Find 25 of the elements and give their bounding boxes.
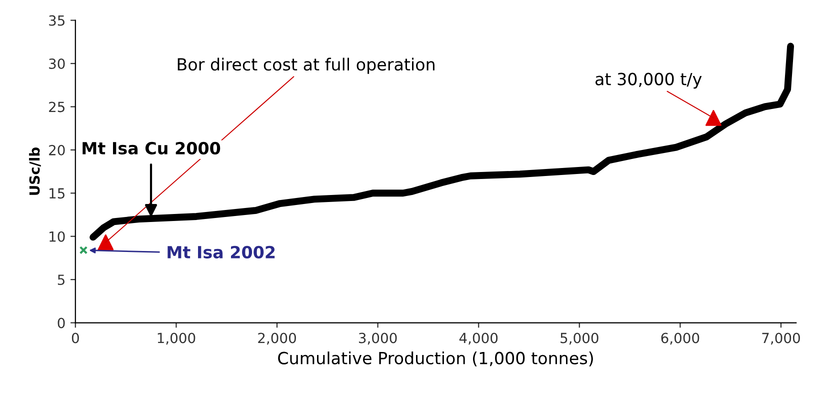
annotation: at 30,000 t/y bbox=[596, 72, 702, 89]
x-tick-label: 1,000 bbox=[158, 332, 196, 345]
annotation: Bor direct cost at full operation bbox=[178, 58, 434, 74]
annotation: Mt Isa 2002 bbox=[168, 246, 275, 258]
y-tick-label: 0 bbox=[58, 318, 65, 328]
x-tick-label: 7,000 bbox=[762, 332, 800, 345]
x-tick-label: 5,000 bbox=[560, 332, 598, 345]
point bbox=[705, 110, 722, 126]
y-tick-label: 10 bbox=[50, 231, 65, 242]
y-tick-label: 25 bbox=[49, 102, 64, 112]
y-tick-label: 35 bbox=[49, 15, 64, 26]
y-tick-label: 5 bbox=[58, 274, 64, 286]
y-axis-title: USc/lb bbox=[29, 148, 41, 195]
x-tick-label: 0 bbox=[72, 332, 79, 344]
y-tick-label: 15 bbox=[50, 188, 64, 199]
x-tick-label: 6,000 bbox=[661, 332, 700, 345]
point bbox=[98, 234, 114, 250]
point bbox=[79, 246, 88, 254]
x-tick-label: 4,000 bbox=[459, 332, 498, 345]
y-tick-label: 20 bbox=[49, 144, 65, 156]
annotation: Mt Isa Cu 2000 bbox=[82, 142, 220, 154]
x-tick-label: 3,000 bbox=[358, 332, 397, 345]
x-tick-label: 2,000 bbox=[258, 332, 296, 345]
x-axis-title: Cumulative Production (1,000 tonnes) bbox=[278, 351, 593, 366]
y-tick-label: 30 bbox=[49, 58, 65, 69]
